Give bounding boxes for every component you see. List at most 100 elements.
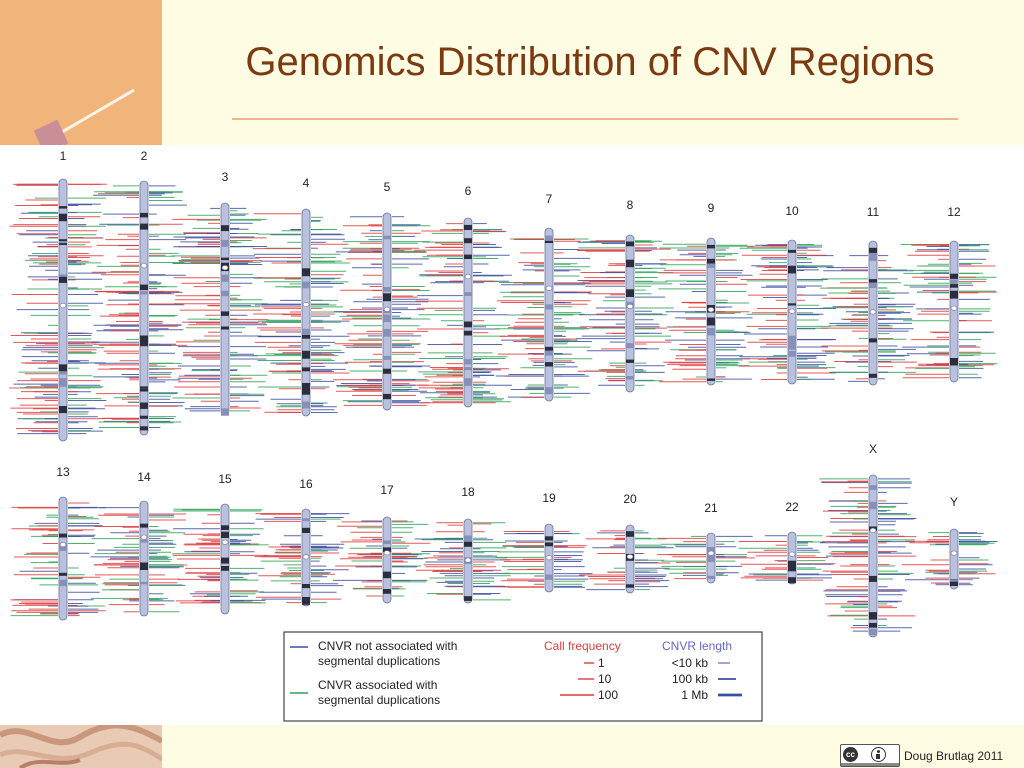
- cc-icon: cc: [843, 747, 858, 762]
- chromosome-band-7: [545, 304, 553, 310]
- centromere-8: [626, 303, 634, 309]
- legend-cnvr-length-value: 1 Mb: [681, 688, 708, 702]
- chromosome-band-7: [545, 235, 553, 241]
- centromere-19: [545, 555, 553, 561]
- chromosome-band-14: [140, 523, 148, 528]
- chromosome-label-19: 19: [542, 491, 556, 505]
- attribution-icon: [871, 747, 886, 762]
- legend-cnvr-length-value: 100 kb: [672, 672, 708, 686]
- chromosome-band-11: [869, 373, 877, 378]
- chromosome-band-8: [626, 343, 634, 349]
- legend-call-frequency-title: Call frequency: [544, 639, 621, 653]
- centromere-1: [59, 303, 67, 309]
- chromosome-label-1: 1: [60, 149, 67, 163]
- chromosome-band-13: [59, 581, 67, 587]
- chromosome-band-3: [221, 257, 229, 261]
- chromosome-band-6: [464, 254, 472, 259]
- legend-box: [283, 631, 763, 722]
- chromosome-label-13: 13: [56, 465, 70, 479]
- chromosome-band-7: [545, 346, 553, 351]
- chromosome-label-4: 4: [303, 176, 310, 190]
- chromosome-band-17: [383, 540, 391, 545]
- chromosome-label-2: 2: [141, 149, 148, 163]
- chromosome-band-7: [545, 362, 553, 367]
- chromosome-band-8: [626, 376, 634, 380]
- chromosome-band-11: [869, 338, 877, 343]
- chromosome-band-3: [221, 311, 229, 316]
- chromosome-band-16: [302, 584, 310, 589]
- chromosome-band-2: [140, 402, 148, 409]
- chromosome-label-9: 9: [708, 201, 715, 215]
- chromosome-band-4: [302, 268, 310, 277]
- chromosome-band-9: [707, 262, 715, 268]
- chromosome-band-1: [59, 241, 67, 244]
- chromosome-label-11: 11: [867, 205, 880, 219]
- chromosome-body-14: [139, 500, 149, 617]
- chromosome-band-16: [302, 597, 310, 605]
- chromosome-label-14: 14: [137, 470, 151, 484]
- chromosome-band-10: [788, 351, 796, 357]
- chromosome-body-13: [58, 496, 68, 621]
- chromosome-label-5: 5: [384, 180, 391, 194]
- chromosome-band-18: [464, 541, 472, 547]
- chromosome-band-x: [869, 501, 877, 510]
- chromosome-band-2: [140, 415, 148, 419]
- chromosome-band-21: [707, 555, 715, 562]
- chromosome-band-5: [383, 368, 391, 374]
- title-underline: [232, 118, 958, 120]
- centromere-5: [383, 306, 391, 312]
- chromosome-band-14: [140, 562, 148, 570]
- chromosome-band-13: [59, 572, 67, 576]
- creative-commons-badge[interactable]: cc: [840, 744, 900, 767]
- chromosome-band-4: [302, 367, 310, 372]
- chromosome-band-4: [302, 281, 310, 289]
- bottom-corner-decoration: [0, 725, 162, 768]
- chromosome-band-15: [221, 531, 229, 538]
- chromosome-band-12: [950, 273, 958, 279]
- chromosome-band-2: [140, 335, 148, 342]
- centromere-22: [788, 551, 796, 557]
- chromosome-band-1: [59, 382, 67, 387]
- legend-nonsegdup-line2: segmental duplications: [318, 654, 440, 668]
- chromosome-band-2: [140, 291, 148, 295]
- chromosome-band-11: [869, 281, 877, 288]
- chromosome-band-x: [869, 629, 877, 636]
- centromere-21: [707, 550, 715, 556]
- centromere-7: [545, 285, 553, 291]
- chromosome-band-6: [464, 330, 472, 336]
- chromosome-band-2: [140, 212, 148, 218]
- chromosome-band-6: [464, 378, 472, 386]
- chromosome-band-12: [950, 290, 958, 299]
- chromosome-band-18: [464, 535, 472, 542]
- chromosome-band-x: [869, 622, 877, 628]
- chromosome-band-20: [626, 584, 634, 588]
- legend-call-frequency-value: 1: [598, 656, 605, 670]
- chromosome-body-x: [868, 474, 878, 638]
- chromosome-band-1: [59, 368, 67, 375]
- chromosome-band-19: [545, 542, 553, 547]
- chromosome-band-6: [464, 367, 472, 371]
- chromosome-label-12: 12: [947, 205, 961, 219]
- chromosome-body-y: [949, 528, 959, 590]
- chromosome-band-x: [869, 575, 877, 582]
- legend-cnvr-length-title: CNVR length: [662, 639, 732, 653]
- centromere-12: [950, 305, 958, 311]
- chromosome-band-10: [788, 303, 796, 306]
- chromosome-band-21: [707, 575, 715, 579]
- centromere-18: [464, 557, 472, 563]
- chromosome-body-17: [382, 516, 392, 604]
- centromere-13: [59, 542, 67, 548]
- chromosome-band-8: [626, 259, 634, 268]
- chromosome-band-16: [302, 518, 310, 522]
- chromosome-label-16: 16: [299, 477, 313, 491]
- chromosome-band-22: [788, 577, 796, 584]
- chromosome-band-5: [383, 314, 391, 323]
- chromosome-band-2: [140, 223, 148, 230]
- chromosome-band-6: [464, 224, 472, 230]
- chromosome-body-2: [139, 180, 149, 436]
- chromosome-band-9: [707, 378, 715, 381]
- chromosome-band-8: [626, 241, 634, 247]
- chromosome-band-6: [464, 292, 472, 296]
- chromosome-band-1: [59, 276, 67, 283]
- chromosome-band-4: [302, 383, 310, 391]
